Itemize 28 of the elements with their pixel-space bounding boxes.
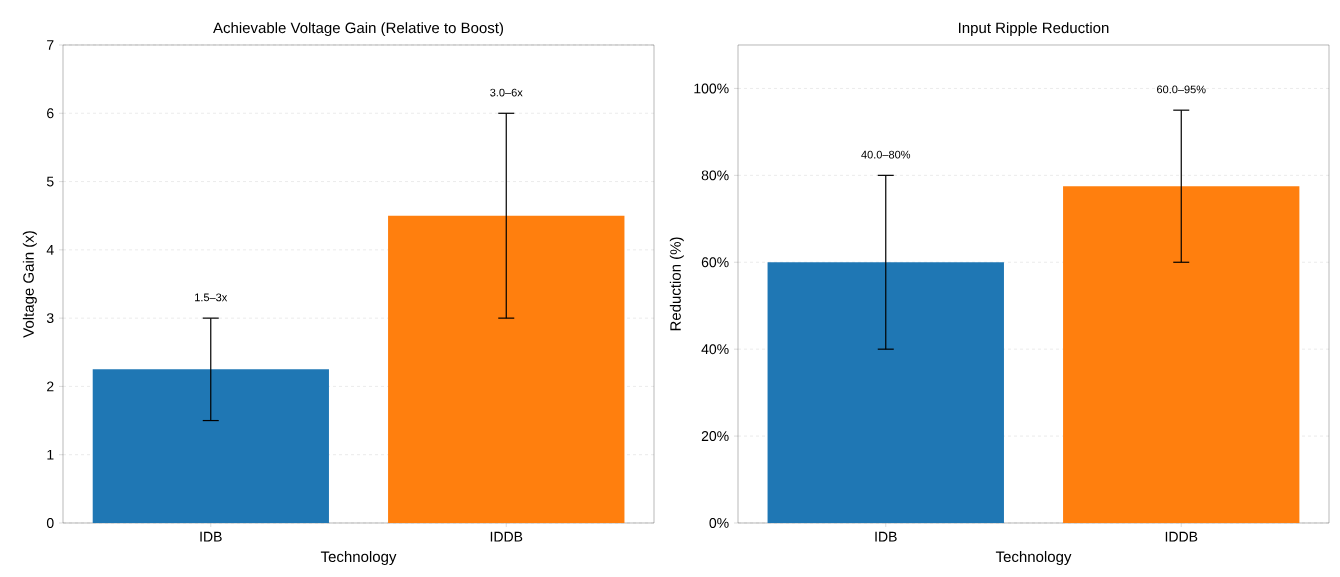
y-tick-label: 40%: [701, 344, 729, 355]
x-tick-label: IDB: [875, 531, 897, 542]
y-tick-label: 20%: [701, 431, 729, 442]
chart-title: Input Ripple Reduction: [959, 22, 1109, 37]
annotation: 3.0–6x: [490, 88, 523, 97]
y-tick-label: 2: [47, 381, 54, 392]
x-tick-label: IDDB: [490, 531, 523, 542]
y-tick-label: 80%: [701, 170, 729, 181]
x-axis-title: Technology: [320, 551, 397, 565]
y-axis-title: Voltage Gain (x): [22, 231, 37, 338]
y-tick-label: 5: [46, 176, 54, 187]
x-axis-title: Technology: [995, 551, 1072, 565]
y-tick-label: 100%: [694, 83, 729, 94]
chart-title: Achievable Voltage Gain (Relative to Boost): [213, 22, 504, 37]
y-tick-label: 3: [46, 313, 54, 324]
y-axis-title: Reduction (%): [669, 237, 684, 331]
y-tick-label: 4: [46, 245, 54, 255]
x-tick-label: IDB: [200, 531, 222, 542]
y-tick-label: 6: [47, 108, 54, 119]
annotation: 60.0–95%: [1157, 85, 1206, 94]
y-tick-label: 7: [47, 40, 54, 50]
x-tick-label: IDDB: [1165, 531, 1198, 542]
annotation: 40.0–80%: [861, 150, 911, 159]
y-tick-label: 60%: [701, 257, 729, 268]
y-tick-label: 0%: [709, 518, 729, 528]
y-tick-label: 1: [47, 449, 54, 460]
annotation: 1.5–3x: [195, 293, 228, 302]
y-tick-label: 0: [46, 518, 54, 528]
